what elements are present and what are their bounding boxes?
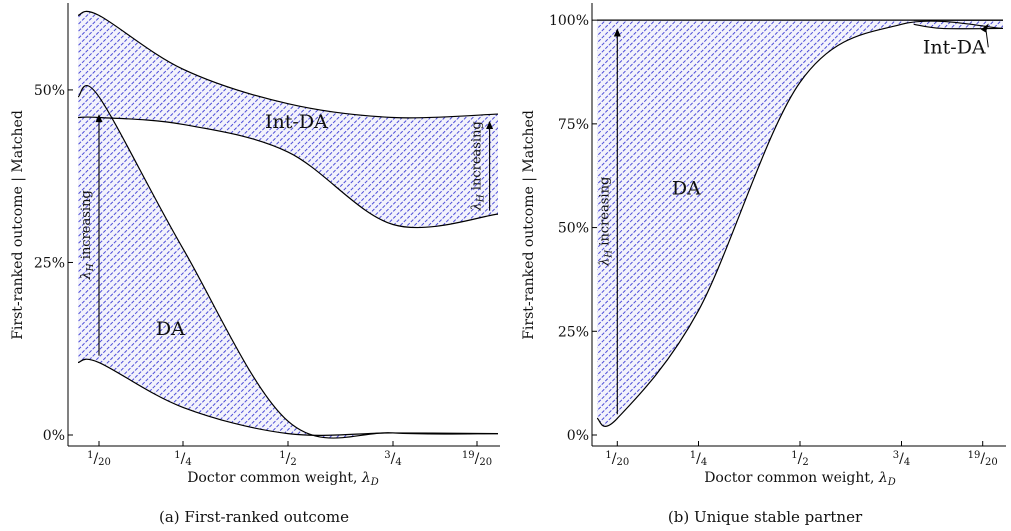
y-tick-label: 75% — [558, 117, 589, 133]
y-axis-title-b: First-ranked outcome | Matched — [521, 110, 537, 340]
y-tick-label: 25% — [558, 324, 589, 340]
y-tick-label: 25% — [34, 255, 65, 271]
caption-a: (a) First-ranked outcome — [159, 508, 349, 526]
x-axis-title-a: Doctor common weight, λD — [187, 470, 379, 488]
int-da-pointer — [985, 28, 989, 48]
lower-curve-da-b — [596, 20, 1004, 427]
x-tick-label: 1/20 — [87, 450, 111, 468]
lambda-increasing-label: λH increasing — [470, 121, 487, 211]
x-tick-label: 1/4 — [174, 450, 191, 468]
y-tick-label: 50% — [558, 221, 589, 237]
lambda-arrow-head — [486, 120, 494, 129]
band-da-b — [597, 20, 1003, 427]
x-tick-label: 19/20 — [462, 450, 492, 468]
upper-curve-da-a — [77, 85, 499, 439]
x-tick-label: 1/2 — [791, 450, 808, 468]
region-label-da: DA — [672, 177, 701, 199]
x-tick-label: 1/4 — [690, 450, 707, 468]
x-tick-label: 1/20 — [605, 450, 629, 468]
band-int-da-b — [913, 20, 1003, 29]
y-tick-label: 100% — [549, 13, 589, 29]
region-label-int-da: Int-DA — [923, 36, 986, 58]
lambda-increasing-label: λH increasing — [79, 190, 96, 280]
lambda-arrow-head — [613, 28, 621, 37]
y-axis-title-a: First-ranked outcome | Matched — [10, 110, 26, 340]
panel-a: 0% 25% 50% 1/20 1/4 1/2 3/4 19/20 First-ranked… — [10, 3, 500, 526]
upper-curve-int-da-a — [77, 10, 499, 119]
y-tick-label: 50% — [34, 83, 65, 99]
x-axis-title-b: Doctor common weight, λD — [704, 470, 896, 488]
region-label-da: DA — [156, 318, 185, 340]
panel-b: 0% 25% 50% 75% 100% 1/20 1/4 1/2 3/4 19/20 First… — [521, 3, 1006, 526]
region-label-int-da: Int-DA — [265, 111, 328, 133]
band-da-a — [78, 85, 498, 439]
x-tick-label: 3/4 — [893, 450, 910, 468]
x-tick-label: 19/20 — [968, 450, 998, 468]
x-tick-label: 3/4 — [384, 450, 401, 468]
band-int-da-a — [78, 11, 498, 228]
x-tick-label: 1/2 — [279, 450, 296, 468]
caption-b: (b) Unique stable partner — [668, 508, 863, 526]
lambda-arrow-head — [95, 114, 103, 123]
y-tick-label: 0% — [43, 428, 65, 444]
lambda-increasing-label: λH increasing — [597, 177, 614, 267]
lower-curve-int-da-b — [913, 23, 1004, 30]
y-tick-label: 0% — [567, 428, 589, 444]
int-da-pointer-head — [980, 23, 989, 33]
lower-curve-da-a — [77, 358, 499, 436]
